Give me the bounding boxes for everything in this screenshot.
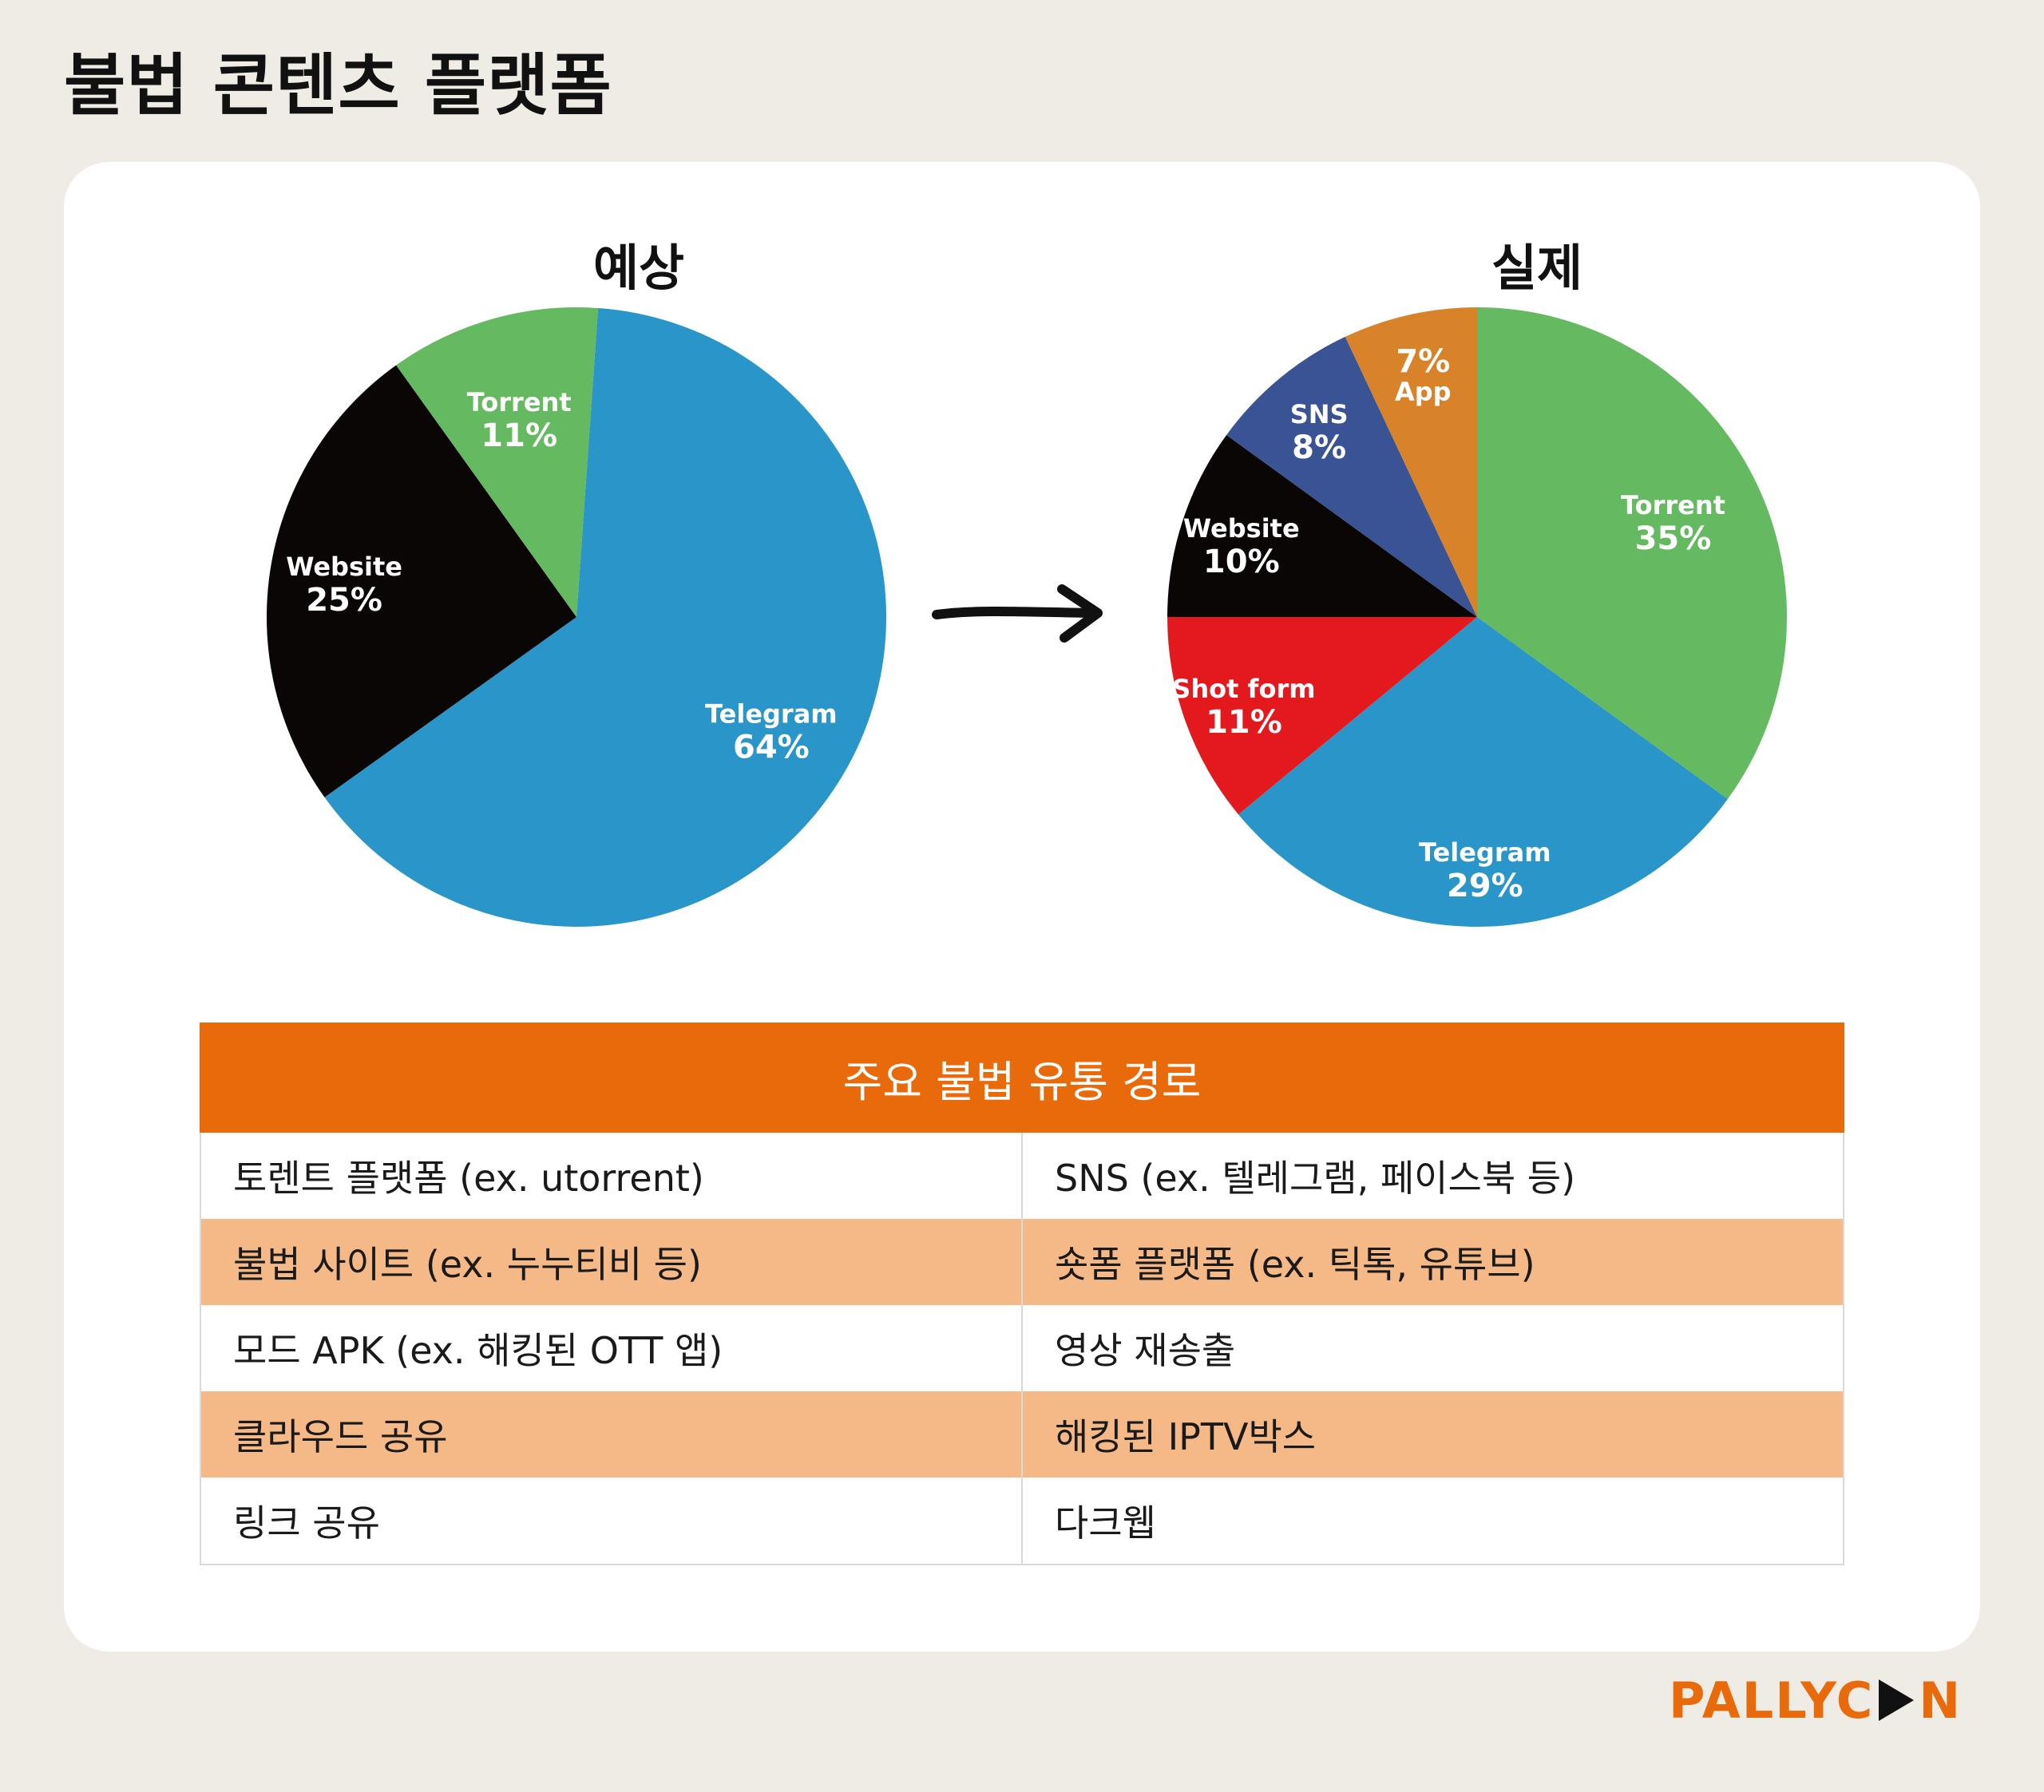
pie-slice-shot-form <box>1167 617 1477 815</box>
play-icon <box>1879 1679 1915 1721</box>
slice-name-label: Telegram <box>705 698 838 729</box>
slice-name-label: Torrent <box>1621 490 1725 520</box>
table-cell: 클라우드 공유 <box>201 1391 1023 1478</box>
table-row: 불법 사이트 (ex. 누누티비 등) 숏폼 플랫폼 (ex. 틱톡, 유튜브) <box>201 1219 1843 1305</box>
table-cell: 해킹된 IPTV박스 <box>1055 1415 1317 1458</box>
pie-slice-telegram <box>324 307 886 927</box>
pie-slice-app <box>1345 307 1477 617</box>
chart-actual-title: 실제 <box>1491 239 1583 297</box>
pallycon-logo: PALLYC N <box>1669 1664 1962 1736</box>
slice-name-label: Telegram <box>1419 837 1551 868</box>
slice-name-label: Website <box>1183 513 1300 544</box>
table-cell: 토렌트 플랫폼 (ex. utorrent) <box>201 1133 1023 1219</box>
slice-value-label: 29% <box>1447 868 1523 904</box>
page-title: 불법 콘텐츠 플랫폼 <box>64 46 612 125</box>
pie-slice-website <box>267 365 576 797</box>
slice-value-label: 64% <box>733 729 810 765</box>
pie-slice-torrent <box>396 307 599 617</box>
slice-value-label: 25% <box>306 582 382 619</box>
slice-value-label: 10% <box>1203 544 1280 580</box>
table-row: 모드 APK (ex. 해킹된 OTT 앱) 영상 재송출 <box>201 1305 1843 1391</box>
table-header: 주요 불법 유통 경로 <box>200 1023 1844 1133</box>
slice-name-label: Torrent <box>467 387 572 417</box>
slice-name-label: SNS <box>1290 399 1349 429</box>
table-cell: 영상 재송출 <box>1055 1329 1236 1372</box>
table-row: 클라우드 공유 해킹된 IPTV박스 <box>201 1391 1843 1478</box>
chart-expected-title: 예상 <box>592 239 685 297</box>
pie-slice-sns <box>1226 336 1477 617</box>
table-cell: SNS (ex. 텔레그램, 페이스북 등) <box>1055 1157 1576 1200</box>
pie-slice-torrent <box>1477 307 1787 800</box>
arrow-right-icon <box>932 584 1103 643</box>
table-cell: 숏폼 플랫폼 (ex. 틱톡, 유튜브) <box>1055 1243 1535 1286</box>
logo-text-left: PALLYC <box>1669 1671 1875 1730</box>
table-cell: 불법 사이트 (ex. 누누티비 등) <box>201 1219 1023 1305</box>
table-cell: 다크웹 <box>1055 1501 1156 1545</box>
slice-value-label: 11% <box>1206 704 1282 741</box>
slice-value-label: 7% <box>1396 343 1450 380</box>
table-cell: 모드 APK (ex. 해킹된 OTT 앱) <box>201 1305 1023 1391</box>
logo-text-right: N <box>1919 1671 1963 1730</box>
slice-value-label: 11% <box>481 417 557 454</box>
slice-name-label: Shot form <box>1172 674 1315 704</box>
slice-name-label: App <box>1395 377 1452 407</box>
slice-value-label: 35% <box>1635 520 1712 557</box>
table-cell: 링크 공유 <box>201 1478 1023 1564</box>
slice-value-label: 8% <box>1292 429 1346 466</box>
content-card: 예상 실제 Telegram 64% Website 25% Torrent 11% To… <box>64 162 1980 1652</box>
pie-slice-website <box>1167 434 1477 617</box>
table-row: 토렌트 플랫폼 (ex. utorrent) SNS (ex. 텔레그램, 페이… <box>201 1133 1843 1219</box>
pie-slice-telegram <box>1238 617 1728 927</box>
slice-name-label: Website <box>286 552 402 582</box>
table-row: 링크 공유 다크웹 <box>201 1478 1843 1564</box>
distribution-routes-table: 주요 불법 유통 경로 토렌트 플랫폼 (ex. utorrent) SNS (… <box>200 1023 1844 1565</box>
